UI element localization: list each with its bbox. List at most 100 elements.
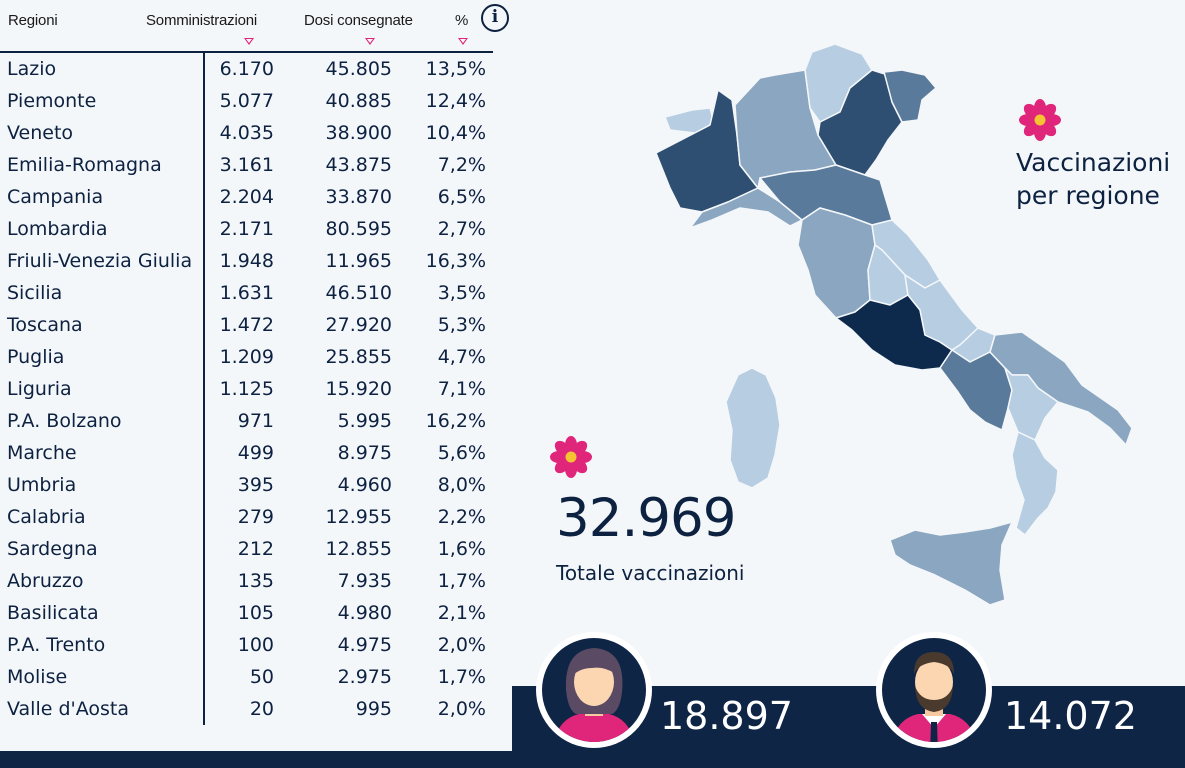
table-row[interactable]: Valle d'Aosta 20 995 2,0%: [0, 694, 500, 726]
table-row[interactable]: Puglia 1.209 25.855 4,7%: [0, 342, 500, 374]
doses-cell: 5.995: [337, 410, 392, 432]
administrations-cell: 212: [237, 538, 274, 560]
administrations-cell: 1.948: [219, 250, 274, 272]
region-sardegna[interactable]: [725, 367, 781, 489]
doses-cell: 15.920: [325, 378, 392, 400]
region-cell: P.A. Trento: [7, 634, 106, 656]
doses-cell: 45.805: [325, 58, 392, 80]
table-row[interactable]: Calabria 279 12.955 2,2%: [0, 502, 500, 534]
table-row[interactable]: Campania 2.204 33.870 6,5%: [0, 182, 500, 214]
doses-cell: 33.870: [325, 186, 392, 208]
table-row[interactable]: Friuli-Venezia Giulia 1.948 11.965 16,3%: [0, 246, 500, 278]
table-row[interactable]: Veneto 4.035 38.900 10,4%: [0, 118, 500, 150]
region-cell: Umbria: [7, 474, 77, 496]
doses-cell: 2.975: [337, 666, 392, 688]
male-avatar-icon: [874, 630, 994, 750]
region-cell: Marche: [7, 442, 77, 464]
header-doses[interactable]: Dosi consegnate: [304, 12, 413, 29]
administrations-cell: 135: [237, 570, 274, 592]
region-sicilia[interactable]: [889, 521, 1013, 606]
column-divider: [203, 53, 205, 725]
administrations-cell: 2.204: [219, 186, 274, 208]
sort-down-icon[interactable]: [244, 38, 254, 45]
region-cell: Emilia-Romagna: [7, 154, 162, 176]
table-row[interactable]: Piemonte 5.077 40.885 12,4%: [0, 86, 500, 118]
doses-cell: 80.595: [325, 218, 392, 240]
region-cell: Puglia: [7, 346, 65, 368]
doses-cell: 7.935: [337, 570, 392, 592]
region-toscana[interactable]: [797, 207, 876, 319]
percent-cell: 5,6%: [437, 442, 486, 464]
region-cell: Sicilia: [7, 282, 63, 304]
sort-down-icon[interactable]: [458, 38, 468, 45]
table-row[interactable]: Sardegna 212 12.855 1,6%: [0, 534, 500, 566]
total-vaccinations-label: Totale vaccinazioni: [556, 561, 745, 585]
region-cell: Friuli-Venezia Giulia: [7, 250, 193, 272]
doses-cell: 43.875: [325, 154, 392, 176]
region-cell: Calabria: [7, 506, 86, 528]
region-cell: Abruzzo: [7, 570, 84, 592]
table-row[interactable]: P.A. Trento 100 4.975 2,0%: [0, 630, 500, 662]
table-row[interactable]: Abruzzo 135 7.935 1,7%: [0, 566, 500, 598]
percent-cell: 1,7%: [437, 666, 486, 688]
administrations-cell: 1.125: [219, 378, 274, 400]
doses-cell: 38.900: [325, 122, 392, 144]
administrations-cell: 3.161: [219, 154, 274, 176]
table-row[interactable]: Lombardia 2.171 80.595 2,7%: [0, 214, 500, 246]
region-cell: P.A. Bolzano: [7, 410, 122, 432]
percent-cell: 12,4%: [425, 90, 486, 112]
male-count: 14.072: [1004, 694, 1137, 738]
region-cell: Liguria: [7, 378, 72, 400]
doses-cell: 4.975: [337, 634, 392, 656]
table-row[interactable]: Molise 50 2.975 1,7%: [0, 662, 500, 694]
header-administrations[interactable]: Somministrazioni: [146, 12, 257, 29]
sort-down-icon[interactable]: [365, 38, 375, 45]
region-friuli[interactable]: [883, 69, 937, 123]
table-row[interactable]: Marche 499 8.975 5,6%: [0, 438, 500, 470]
table-row[interactable]: Toscana 1.472 27.920 5,3%: [0, 310, 500, 342]
table-row[interactable]: Lazio 6.170 45.805 13,5%: [0, 54, 500, 86]
percent-cell: 2,0%: [437, 698, 486, 720]
percent-cell: 10,4%: [425, 122, 486, 144]
doses-cell: 4.960: [337, 474, 392, 496]
header-divider: [0, 51, 493, 53]
region-cell: Piemonte: [7, 90, 97, 112]
table-header: Regioni Somministrazioni Dosi consegnate…: [0, 0, 509, 48]
region-calabria[interactable]: [1011, 431, 1059, 536]
doses-cell: 40.885: [325, 90, 392, 112]
percent-cell: 2,7%: [437, 218, 486, 240]
table-row[interactable]: Sicilia 1.631 46.510 3,5%: [0, 278, 500, 310]
total-vaccinations-value: 32.969: [556, 488, 736, 549]
doses-cell: 12.855: [325, 538, 392, 560]
percent-cell: 4,7%: [437, 346, 486, 368]
table-row[interactable]: Liguria 1.125 15.920 7,1%: [0, 374, 500, 406]
administrations-cell: 971: [237, 410, 274, 432]
map-title: Vaccinazioni per regione: [1016, 146, 1170, 212]
doses-cell: 11.965: [325, 250, 392, 272]
percent-cell: 16,2%: [425, 410, 486, 432]
info-icon[interactable]: i: [481, 4, 509, 32]
table-body: Lazio 6.170 45.805 13,5% Piemonte 5.077 40.885…: [0, 54, 500, 726]
table-row[interactable]: Basilicata 105 4.980 2,1%: [0, 598, 500, 630]
percent-cell: 7,1%: [437, 378, 486, 400]
percent-cell: 3,5%: [437, 282, 486, 304]
table-row[interactable]: P.A. Bolzano 971 5.995 16,2%: [0, 406, 500, 438]
region-basilicata[interactable]: [1004, 367, 1059, 441]
percent-cell: 16,3%: [425, 250, 486, 272]
table-row[interactable]: Emilia-Romagna 3.161 43.875 7,2%: [0, 150, 500, 182]
flower-icon: [546, 432, 596, 486]
bottom-strip: [0, 751, 512, 768]
region-cell: Valle d'Aosta: [7, 698, 130, 720]
administrations-cell: 1.472: [219, 314, 274, 336]
map-title-line1: Vaccinazioni: [1016, 148, 1171, 177]
header-region[interactable]: Regioni: [8, 12, 58, 29]
female-avatar-icon: [534, 630, 654, 750]
percent-cell: 8,0%: [437, 474, 486, 496]
administrations-cell: 6.170: [219, 58, 274, 80]
administrations-cell: 4.035: [219, 122, 274, 144]
table-row[interactable]: Umbria 395 4.960 8,0%: [0, 470, 500, 502]
female-count: 18.897: [660, 694, 793, 738]
administrations-cell: 2.171: [219, 218, 274, 240]
header-percent[interactable]: %: [455, 12, 469, 29]
percent-cell: 2,2%: [437, 506, 486, 528]
